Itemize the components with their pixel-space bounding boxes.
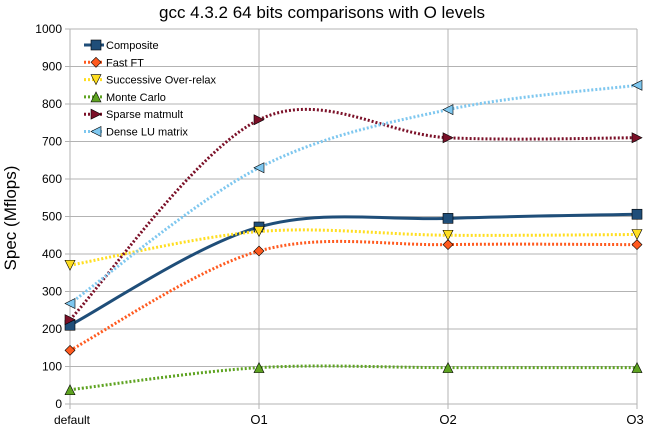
data-point <box>631 208 643 220</box>
series-line <box>69 83 638 305</box>
data-point <box>253 114 265 126</box>
data-point <box>442 104 454 116</box>
legend-marker <box>90 74 102 86</box>
series-line <box>69 364 637 392</box>
legend-label: Sparse matmult <box>106 109 183 121</box>
legend-label: Composite <box>106 40 159 52</box>
y-tick-label: 1000 <box>35 22 62 36</box>
y-tick-label: 400 <box>42 247 62 261</box>
y-tick-label: 800 <box>42 97 62 111</box>
data-point <box>442 229 454 241</box>
data-point <box>442 213 454 224</box>
x-tick-label: O1 <box>250 412 267 427</box>
data-point <box>631 239 643 251</box>
data-point <box>253 226 265 238</box>
y-tick-label: 500 <box>42 210 62 224</box>
y-tick-label: 300 <box>42 285 62 299</box>
legend-marker <box>90 39 102 51</box>
chart-title: gcc 4.3.2 64 bits comparisons with O lev… <box>159 3 485 22</box>
series-line <box>69 239 638 352</box>
data-point <box>64 314 76 326</box>
legend-label: Fast FT <box>106 57 144 69</box>
data-point <box>253 162 265 174</box>
y-axis-label: Spec (Mflops) <box>1 166 20 271</box>
y-tick-label: 900 <box>42 60 62 74</box>
y-tick-label: 200 <box>42 322 62 336</box>
legend-marker <box>90 91 102 103</box>
data-point <box>64 298 76 309</box>
axes <box>69 29 637 405</box>
x-tick-label: default <box>54 413 91 427</box>
series-line <box>68 107 638 321</box>
data-point <box>631 229 643 241</box>
legend: Composite Fast FT Successive Over-relax Mon… <box>84 39 217 139</box>
series-line <box>69 228 638 267</box>
data-point <box>631 79 643 91</box>
legend-marker <box>90 126 102 137</box>
data-point <box>631 361 643 373</box>
series-monte-carlo <box>64 361 643 396</box>
x-tick-labels: default O1 O2 O3 <box>54 412 644 427</box>
data-point <box>442 132 454 144</box>
y-tick-label: 0 <box>55 397 62 411</box>
series-line <box>69 212 638 327</box>
data-point <box>442 361 454 373</box>
legend-label: Successive Over-relax <box>106 75 217 87</box>
data-point <box>64 384 76 396</box>
series-sparse-matmult <box>64 107 643 326</box>
legend-label: Dense LU matrix <box>106 127 188 139</box>
series-fast-ft <box>64 239 643 356</box>
data-point <box>442 239 454 251</box>
series-composite <box>64 208 643 331</box>
data-point <box>64 259 76 271</box>
y-tick-label: 600 <box>42 172 62 186</box>
series-successive-over-relax <box>64 226 643 271</box>
legend-marker <box>90 108 102 120</box>
x-tick-label: O3 <box>626 412 643 427</box>
series-group <box>64 79 643 396</box>
data-point <box>253 361 265 373</box>
y-tick-label: 100 <box>42 360 62 374</box>
y-tick-labels: 0 100 200 300 400 500 600 700 800 900 1000 <box>35 22 62 411</box>
series-dense-lu-matrix <box>64 79 643 309</box>
legend-marker <box>90 56 102 68</box>
x-tick-label: O2 <box>439 412 456 427</box>
y-tick-label: 700 <box>42 135 62 149</box>
legend-label: Monte Carlo <box>106 92 166 104</box>
data-point <box>631 132 643 144</box>
data-point <box>253 245 265 257</box>
data-point <box>64 344 76 356</box>
